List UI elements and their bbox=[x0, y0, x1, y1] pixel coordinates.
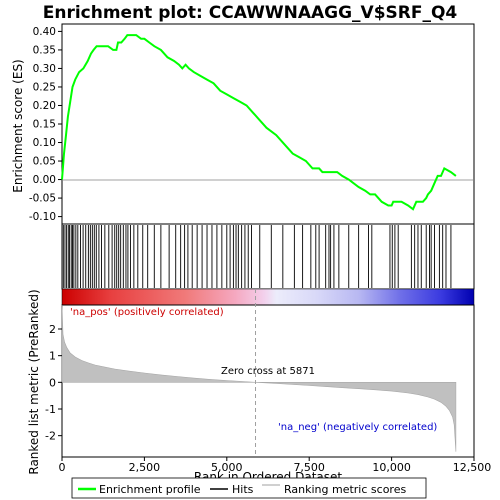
metric-x-tick-label: 2,500 bbox=[129, 461, 161, 474]
es-y-axis: -0.10 -0.05 0.00 0.05 0.10 0.15 0.20 0.25 0.30 0.… bbox=[29, 26, 62, 223]
pos-correlated-label: 'na_pos' (positively correlated) bbox=[70, 307, 224, 318]
legend-frame bbox=[71, 477, 427, 499]
metric-y-tick-label: 2 bbox=[49, 323, 56, 336]
metric-y-tick-label: 1 bbox=[49, 350, 56, 363]
legend: Enrichment profile Hits Ranking metric s… bbox=[71, 477, 427, 499]
es-y-tick-label: 0.40 bbox=[33, 26, 56, 38]
metric-y-axis-label: Ranked list metric (PreRanked) bbox=[27, 289, 41, 474]
chart-title: Enrichment plot: CCAWWNAAGG_V$SRF_Q4 bbox=[43, 3, 458, 23]
legend-enrichment-label: Enrichment profile bbox=[99, 483, 201, 496]
es-y-tick-label: 0.20 bbox=[33, 100, 56, 112]
metric-x-tick-label: 0 bbox=[59, 461, 66, 474]
es-y-tick-label: -0.10 bbox=[29, 211, 56, 223]
metric-x-tick-label: 5,000 bbox=[211, 461, 243, 474]
es-y-axis-label: Enrichment score (ES) bbox=[11, 59, 25, 192]
metric-panel: -2 -1 0 1 2 0 2,500 5,000 7,500 10,000 12,500 'na… bbox=[27, 289, 491, 484]
hit-markers bbox=[62, 225, 452, 288]
zero-cross-label: Zero cross at 5871 bbox=[221, 366, 315, 377]
metric-x-tick-label: 12,500 bbox=[453, 461, 492, 474]
metric-y-tick-label: -1 bbox=[45, 403, 56, 416]
ranking-color-bar bbox=[61, 288, 475, 306]
metric-x-tick-label: 10,000 bbox=[372, 461, 411, 474]
es-y-tick-label: 0.35 bbox=[33, 44, 56, 56]
es-y-tick-label: 0.00 bbox=[33, 174, 56, 186]
es-y-tick-label: 0.05 bbox=[33, 156, 56, 168]
es-y-tick-label: 0.30 bbox=[33, 63, 56, 75]
metric-x-axis: 0 2,500 5,000 7,500 10,000 12,500 bbox=[59, 457, 492, 474]
hits-panel-frame bbox=[61, 223, 475, 290]
metric-y-axis: -2 -1 0 1 2 bbox=[45, 323, 62, 443]
es-y-tick-label: -0.05 bbox=[29, 193, 56, 205]
enrichment-profile-line bbox=[61, 34, 457, 211]
neg-correlated-label: 'na_neg' (negatively correlated) bbox=[278, 422, 437, 433]
metric-x-tick-label: 7,500 bbox=[293, 461, 325, 474]
legend-ranking-label: Ranking metric scores bbox=[284, 483, 406, 496]
es-y-tick-label: 0.15 bbox=[33, 119, 56, 131]
hits-panel bbox=[61, 223, 475, 290]
es-panel: -0.10 -0.05 0.00 0.05 0.10 0.15 0.20 0.25 0.30 0.… bbox=[11, 23, 475, 225]
metric-y-tick-label: 0 bbox=[49, 376, 56, 389]
es-panel-frame bbox=[61, 23, 475, 225]
metric-y-tick-label: -2 bbox=[45, 430, 56, 443]
legend-hits-label: Hits bbox=[232, 483, 254, 496]
es-y-tick-label: 0.10 bbox=[33, 137, 56, 149]
es-y-tick-label: 0.25 bbox=[33, 81, 56, 93]
